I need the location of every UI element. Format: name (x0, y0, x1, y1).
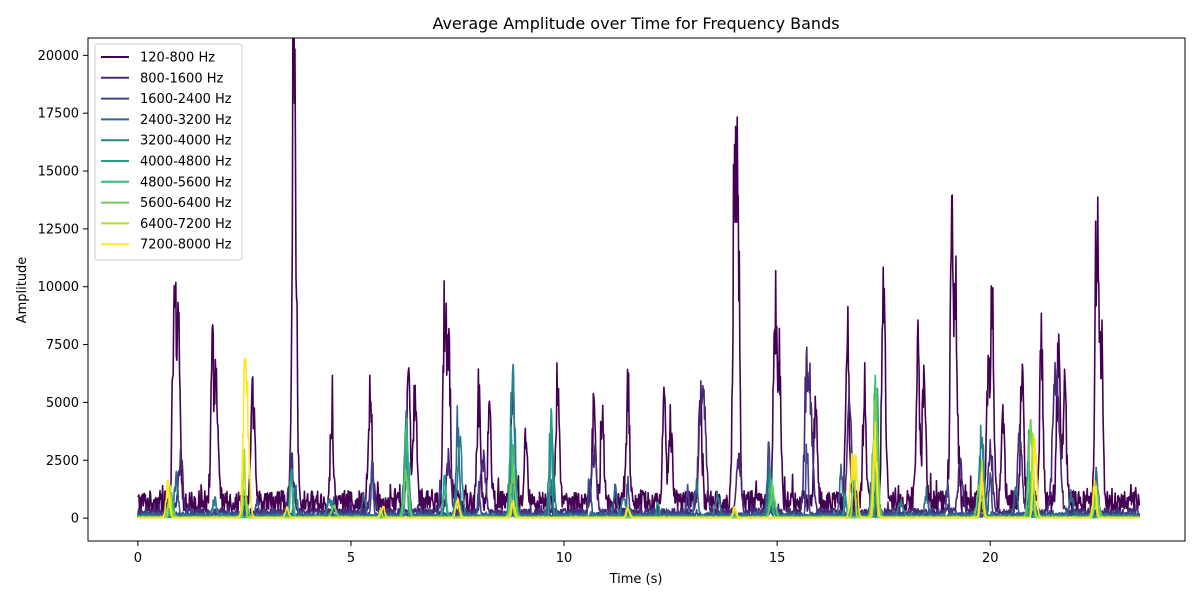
x-axis-title: Time (s) (609, 572, 663, 587)
x-tick-label: 20 (982, 551, 999, 566)
legend-label: 800-1600 Hz (140, 71, 223, 86)
legend-label: 4000-4800 Hz (140, 155, 232, 170)
plot-area (87, 37, 1186, 542)
series-line (137, 38, 1141, 515)
y-tick-label: 20000 (38, 49, 79, 64)
y-tick-label: 7500 (46, 338, 79, 353)
y-axis-title: Amplitude (15, 257, 30, 324)
y-axis: 0 2500 5000 7500 10000 12500 15000 17500 20000 (38, 49, 88, 527)
y-tick-label: 15000 (38, 165, 79, 180)
y-tick-label: 2500 (46, 454, 79, 469)
x-tick-label: 15 (769, 551, 786, 566)
legend-label: 5600-6400 Hz (140, 196, 232, 211)
legend-label: 120-800 Hz (140, 51, 215, 66)
y-tick-label: 5000 (46, 396, 79, 411)
legend-label: 4800-5600 Hz (140, 175, 232, 190)
series-line (137, 357, 1140, 519)
legend-label: 1600-2400 Hz (140, 92, 232, 107)
series-layer (137, 38, 1141, 519)
x-tick-label: 0 (134, 551, 142, 566)
y-tick-label: 10000 (38, 280, 79, 295)
legend-box (94, 43, 243, 261)
plot-frame (87, 37, 1186, 542)
chart-title: Average Amplitude over Time for Frequenc… (432, 14, 839, 33)
x-tick-label: 5 (347, 551, 355, 566)
x-axis: 0 5 10 15 20 (134, 541, 999, 566)
y-tick-label: 0 (71, 512, 79, 527)
legend-label: 2400-3200 Hz (140, 113, 232, 128)
y-tick-label: 12500 (38, 222, 79, 237)
legend-label: 6400-7200 Hz (140, 217, 232, 232)
y-tick-label: 17500 (38, 107, 79, 122)
legend-label: 7200-8000 Hz (140, 238, 232, 253)
x-tick-label: 10 (556, 551, 573, 566)
legend: 120-800 Hz 800-1600 Hz 1600-2400 Hz 2400-32… (94, 43, 243, 261)
legend-label: 3200-4000 Hz (140, 134, 232, 149)
